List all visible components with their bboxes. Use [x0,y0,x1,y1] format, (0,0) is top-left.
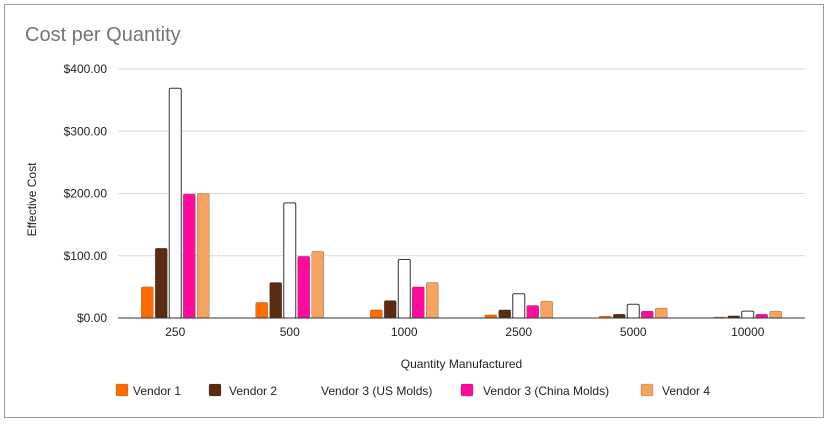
bar-vendor-4-1000 [425,282,439,319]
bars [140,87,783,319]
gridlines [118,68,805,257]
bar-vendor-2-250 [154,247,168,319]
bar-vendor-4-10000 [769,310,783,319]
x-tick-label: 5000 [620,325,647,339]
legend-swatch [460,383,474,397]
y-tick-label: $300.00 [64,124,108,138]
bar-vendor-3-us-molds-1000 [397,258,411,319]
bar-vendor-4-250 [196,193,210,319]
bar-vendor-3-china-molds-2500 [526,305,540,319]
legend: Vendor 1 Vendor 2 Vendor 3 (US Molds) Vendo… [115,383,710,398]
y-axis-ticks: $0.00 $100.00 $200.00 $300.00 $400.00 [64,62,108,325]
bar-vendor-2-5000 [612,313,626,319]
bar-vendor-3-china-molds-10000 [755,313,769,319]
bar-vendor-3-china-molds-250 [182,193,196,319]
chart-frame [4,4,824,418]
bar-vendor-3-us-molds-10000 [741,310,755,319]
bar-vendor-3-us-molds-5000 [626,303,640,319]
legend-label: Vendor 1 [133,384,181,398]
legend-swatch [115,383,129,397]
bar-vendor-2-500 [269,282,283,319]
bar-vendor-1-250 [140,286,154,319]
x-axis-ticks: 250 500 1000 2500 5000 10000 [165,325,765,339]
legend-swatch [208,383,222,397]
bar-vendor-3-china-molds-500 [297,256,311,319]
bar-vendor-3-china-molds-5000 [640,310,654,319]
x-tick-label: 1000 [391,325,418,339]
bar-vendor-2-2500 [498,309,512,319]
x-tick-label: 250 [165,325,185,339]
bar-vendor-1-500 [255,302,269,319]
bar-vendor-3-us-molds-2500 [512,293,526,319]
y-tick-label: $200.00 [64,187,108,201]
y-tick-label: $400.00 [64,62,108,76]
legend-label: Vendor 2 [229,384,277,398]
y-axis-title: Effective Cost [25,162,39,236]
bar-vendor-3-us-molds-250 [168,87,182,319]
bar-vendor-1-1000 [369,309,383,319]
x-tick-label: 500 [280,325,300,339]
x-tick-label: 10000 [731,325,765,339]
bar-vendor-4-500 [311,251,325,319]
bar-vendor-3-us-molds-500 [283,202,297,319]
legend-label: Vendor 3 (US Molds) [321,384,432,398]
chart-title: Cost per Quantity [25,24,181,46]
y-tick-label: $100.00 [64,249,108,263]
y-tick-label: $0.00 [77,311,107,325]
x-tick-label: 2500 [505,325,532,339]
x-axis-title: Quantity Manufactured [401,357,522,371]
bar-vendor-4-5000 [654,307,668,319]
legend-label: Vendor 4 [662,384,710,398]
bar-vendor-3-china-molds-1000 [411,286,425,319]
bar-vendor-4-2500 [540,300,554,319]
bar-vendor-2-1000 [383,300,397,319]
legend-swatch [640,383,654,397]
legend-label: Vendor 3 (China Molds) [483,384,609,398]
legend-swatch [302,384,314,396]
